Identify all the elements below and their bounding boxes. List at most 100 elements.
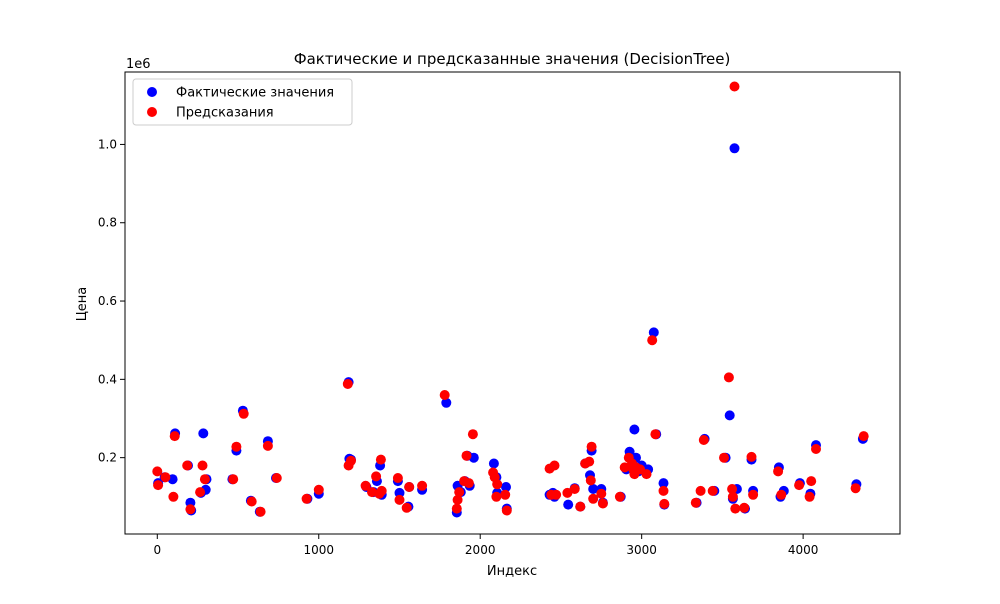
data-point (719, 452, 729, 463)
data-point (501, 482, 511, 492)
y-tick-label: 0.8 (98, 216, 117, 230)
data-point (748, 489, 759, 500)
x-tick-label: 4000 (788, 543, 819, 557)
data-point (659, 498, 670, 509)
y-tick-label: 0.6 (98, 294, 117, 308)
data-point (441, 397, 452, 408)
data-point (650, 429, 661, 440)
data-point (584, 456, 595, 467)
data-point (454, 487, 465, 498)
data-point (776, 489, 787, 500)
legend-box (132, 78, 353, 126)
data-point (727, 491, 738, 502)
x-axis-label: Индекс (487, 564, 537, 579)
data-point (152, 466, 163, 477)
data-point (401, 502, 412, 513)
data-point (452, 494, 463, 505)
data-point (641, 469, 652, 480)
y-tick-label: 0.2 (98, 451, 117, 465)
y-tick-label: 1.0 (98, 137, 117, 151)
data-point (588, 484, 599, 494)
data-point (198, 428, 209, 439)
data-point (501, 505, 512, 516)
data-point (549, 460, 560, 471)
legend-label: Предсказания (176, 106, 274, 121)
data-point (811, 444, 821, 454)
data-point (394, 487, 405, 498)
data-point (182, 460, 193, 471)
data-point (360, 480, 371, 491)
data-point (238, 408, 249, 419)
data-point (342, 379, 353, 389)
data-point (746, 451, 757, 462)
data-point (439, 390, 450, 400)
legend-marker (147, 107, 157, 117)
data-point (394, 494, 405, 505)
data-point (197, 460, 208, 471)
data-point (461, 450, 472, 461)
data-point (804, 491, 815, 502)
data-point (723, 372, 734, 383)
data-point (648, 327, 659, 338)
data-point (169, 431, 180, 442)
data-point (698, 435, 709, 445)
legend-label: Фактические значения (176, 86, 334, 101)
data-point (563, 499, 574, 510)
data-point (168, 491, 179, 502)
data-point (614, 491, 625, 502)
data-point (417, 480, 428, 491)
plot-frame (124, 71, 901, 535)
data-point (729, 143, 740, 154)
data-point (500, 489, 511, 500)
data-point (195, 487, 206, 498)
data-point (588, 493, 599, 504)
data-point (575, 501, 586, 512)
legend-item: Фактические значения (147, 86, 334, 101)
data-point (376, 485, 387, 496)
data-point (404, 482, 415, 492)
y-axis-ticks: 0.2 0.4 0.6 0.8 1.0 (98, 137, 125, 465)
x-axis-ticks: 0 1000 2000 3000 4000 (153, 534, 818, 557)
data-point (262, 440, 273, 451)
data-point (730, 503, 741, 514)
data-point (492, 479, 503, 490)
data-point (375, 454, 386, 465)
chart-legend: Фактические значения Предсказания (132, 78, 353, 126)
plot-area (125, 72, 900, 534)
data-point (727, 484, 738, 494)
data-point (228, 474, 239, 485)
x-tick-label: 0 (153, 543, 161, 557)
data-point (392, 473, 403, 483)
y-tick-label: 0.4 (98, 372, 117, 386)
data-point (858, 431, 869, 442)
x-tick-label: 3000 (626, 543, 657, 557)
data-points (152, 81, 869, 518)
data-point (231, 441, 242, 452)
data-point (596, 488, 607, 499)
data-point (346, 455, 356, 466)
data-point (271, 473, 282, 483)
data-point (255, 506, 266, 517)
data-point (153, 480, 164, 491)
data-point (371, 471, 382, 482)
data-point (199, 474, 210, 485)
x-tick-label: 2000 (465, 543, 496, 557)
data-point (658, 485, 669, 496)
legend-marker (147, 87, 157, 97)
data-point (695, 485, 706, 496)
data-point (488, 458, 499, 469)
data-point (467, 429, 478, 440)
data-point (647, 335, 658, 346)
data-point (491, 491, 502, 502)
data-point (451, 503, 462, 514)
data-point (794, 480, 805, 491)
y-axis-offset-label: 1e6 (126, 57, 151, 72)
data-point (739, 502, 750, 513)
chart-title: Фактические и предсказанные значения (De… (294, 50, 731, 68)
data-point (246, 496, 257, 507)
x-tick-label: 1000 (303, 543, 334, 557)
data-point (690, 497, 701, 508)
data-point (629, 424, 640, 435)
data-point (658, 478, 669, 489)
